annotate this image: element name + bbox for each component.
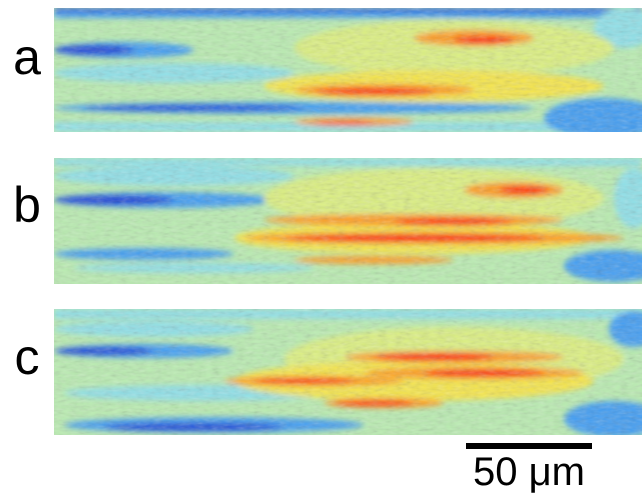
panel-label-a: a bbox=[13, 29, 41, 85]
scale-bar bbox=[466, 443, 592, 449]
panel-label-c: c bbox=[14, 329, 40, 385]
heatmap-image-c bbox=[54, 309, 642, 435]
heatmap-image-a bbox=[54, 8, 642, 132]
scale-bar-label: 50 μm bbox=[473, 450, 585, 494]
panel-label-b: b bbox=[13, 177, 41, 233]
heatmap-image-b bbox=[54, 158, 642, 284]
heatmap-panel-b bbox=[54, 158, 642, 284]
heatmap-panel-c bbox=[54, 309, 642, 435]
heatmap-panel-a bbox=[54, 8, 642, 132]
